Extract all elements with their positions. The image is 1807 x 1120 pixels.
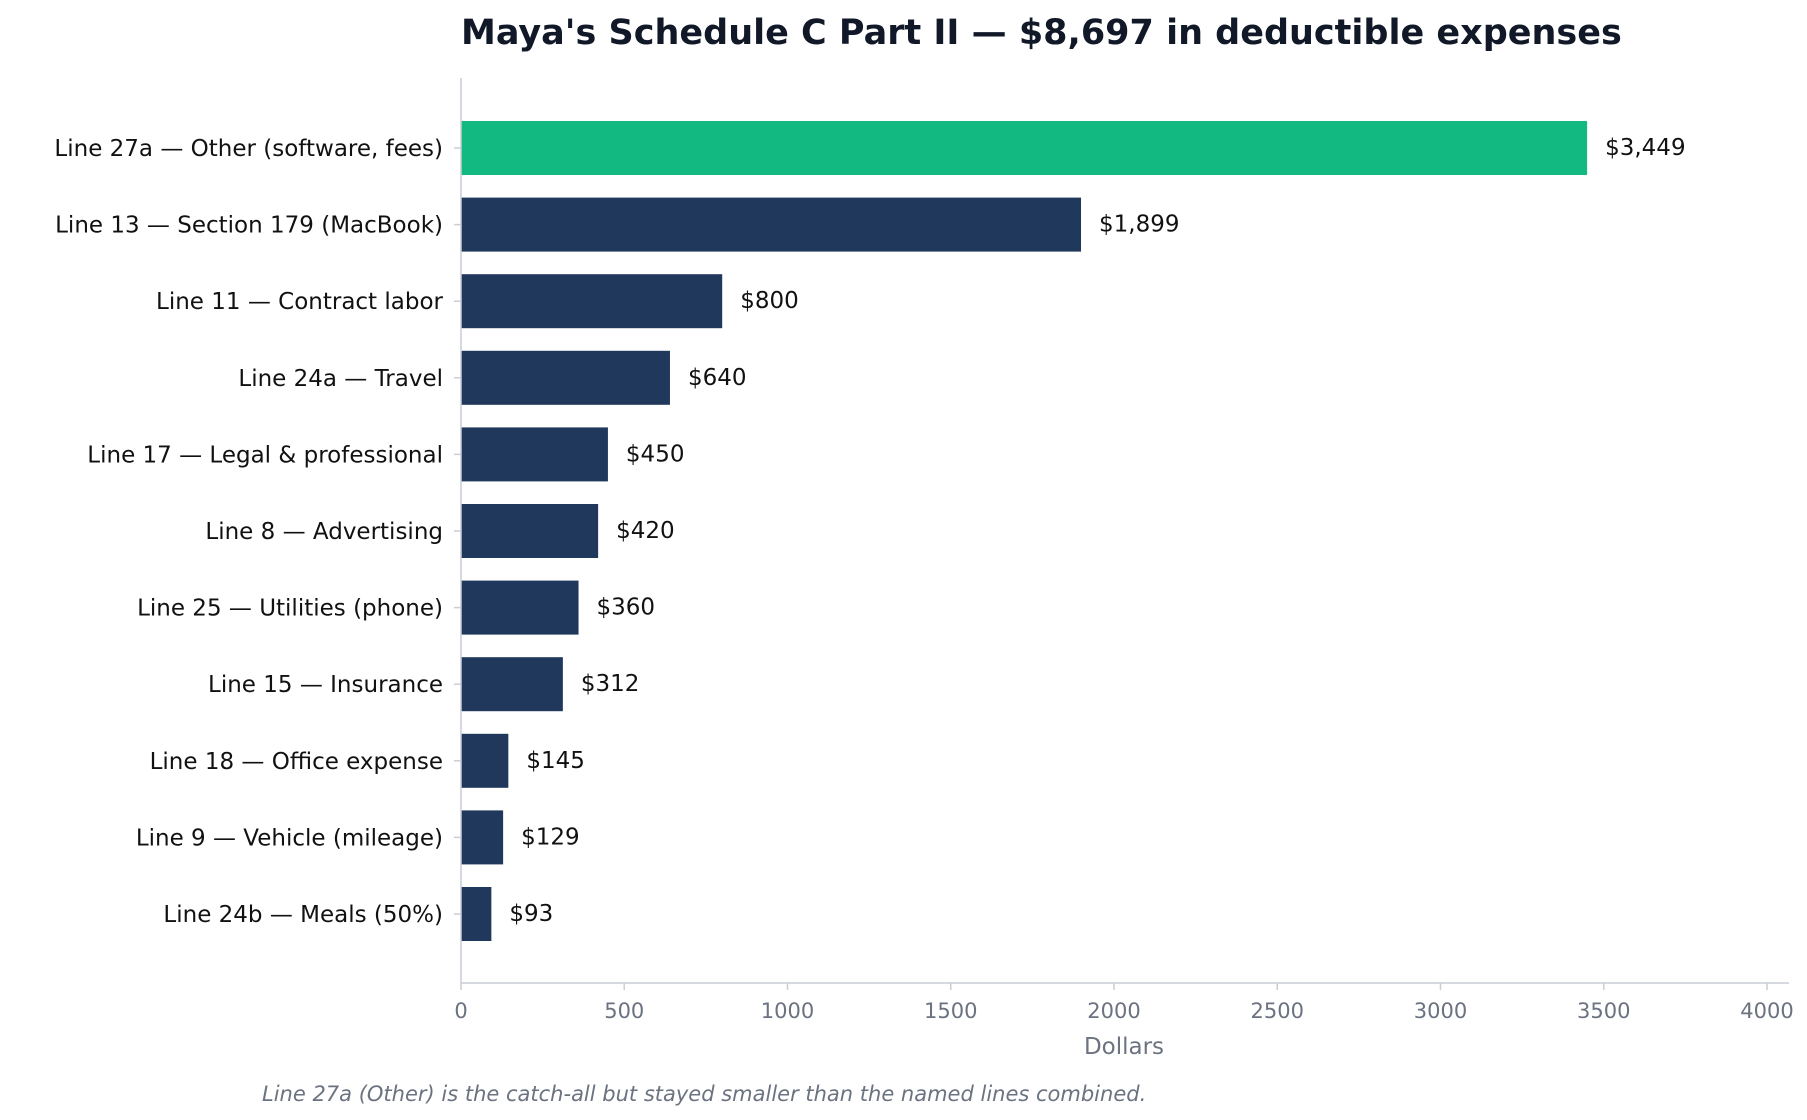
category-label: Line 13 — Section 179 (MacBook) (55, 213, 443, 239)
category-label: Line 17 — Legal & professional (87, 442, 443, 468)
value-label: $360 (597, 595, 656, 621)
bar (461, 427, 608, 482)
chart-footnote: Line 27a (Other) is the catch-all but st… (262, 1082, 1146, 1106)
bar (461, 733, 509, 788)
value-label: $93 (509, 901, 553, 927)
value-label: $129 (521, 824, 580, 850)
value-label: $145 (526, 748, 585, 774)
category-label: Line 8 — Advertising (205, 519, 443, 545)
bar (461, 274, 723, 329)
category-label: Line 24b — Meals (50%) (163, 902, 443, 928)
x-tick-label: 500 (604, 999, 644, 1023)
value-label: $640 (688, 365, 747, 391)
category-label: Line 25 — Utilities (phone) (137, 596, 443, 622)
bar (461, 657, 563, 712)
category-label: Line 11 — Contract labor (156, 289, 444, 315)
x-tick-label: 2500 (1251, 999, 1304, 1023)
axes-layer (460, 78, 1789, 984)
category-label: Line 9 — Vehicle (mileage) (136, 825, 443, 851)
bar (461, 887, 492, 941)
value-label: $1,899 (1099, 212, 1179, 238)
x-tick-label: 2000 (1087, 999, 1140, 1023)
x-tick-label: 1000 (761, 999, 814, 1023)
value-label: $450 (626, 441, 685, 467)
bar (461, 580, 579, 635)
x-tick-label: 4000 (1740, 999, 1793, 1023)
value-label: $420 (616, 518, 675, 544)
bar (461, 350, 670, 405)
bar (461, 504, 599, 558)
x-tick-label: 1500 (924, 999, 977, 1023)
bars-layer: Line 27a — Other (software, fees) $3,449 L… (54, 121, 1686, 941)
chart-title: Maya's Schedule C Part II — $8,697 in de… (461, 13, 1622, 53)
x-ticks-layer: 0 500 1000 1500 2000 2500 3000 3500 4000 (454, 983, 1794, 1023)
bar (461, 810, 504, 865)
category-label: Line 27a — Other (software, fees) (54, 136, 443, 162)
value-label: $312 (581, 671, 640, 697)
category-label: Line 24a — Travel (238, 366, 443, 392)
category-label: Line 18 — Office expense (150, 749, 443, 775)
value-label: $3,449 (1605, 135, 1685, 161)
category-label: Line 15 — Insurance (208, 672, 443, 698)
x-axis-title: Dollars (1084, 1034, 1164, 1060)
x-tick-label: 3000 (1414, 999, 1467, 1023)
x-tick-label: 3500 (1577, 999, 1630, 1023)
bar (461, 121, 1588, 175)
bar (461, 197, 1082, 252)
x-tick-label: 0 (454, 999, 467, 1023)
value-label: $800 (740, 288, 799, 314)
